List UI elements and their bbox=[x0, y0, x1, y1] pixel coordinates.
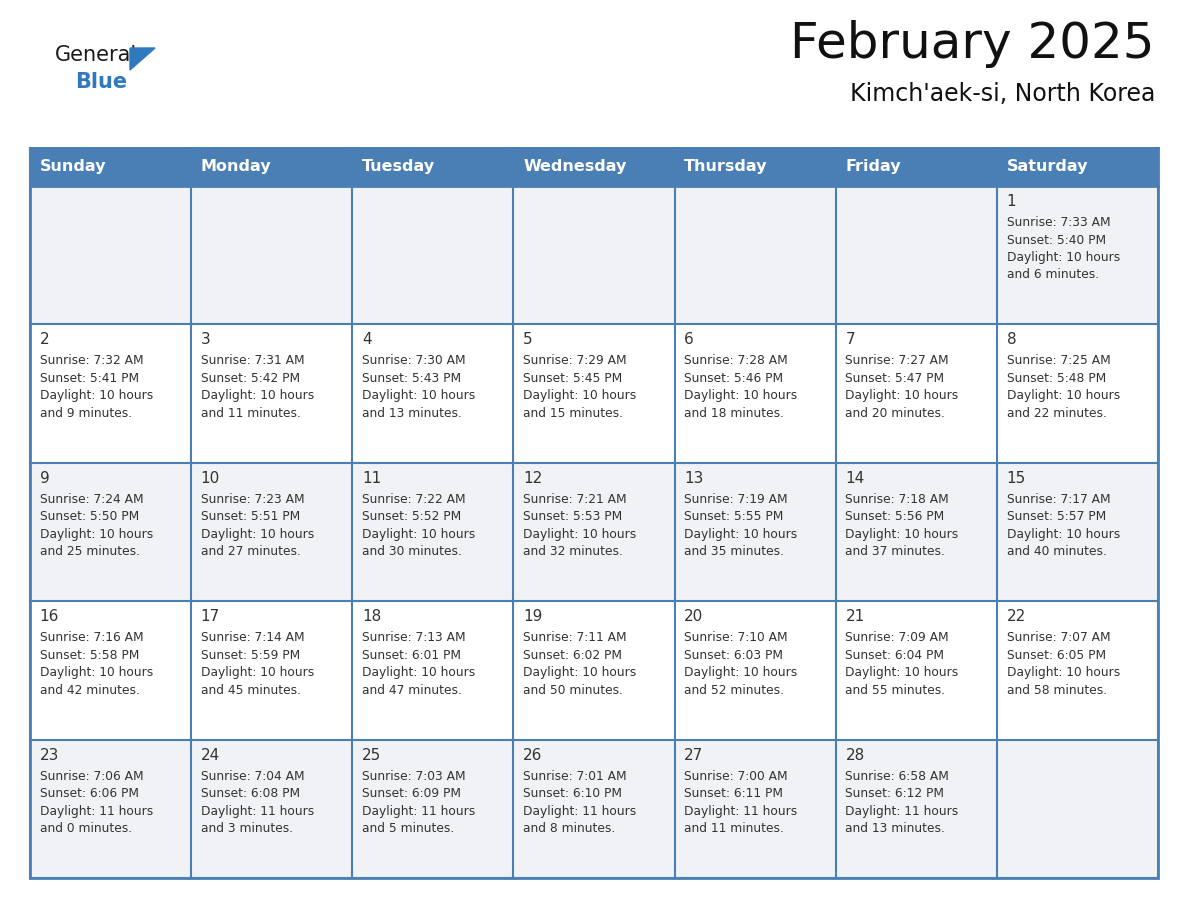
Text: Tuesday: Tuesday bbox=[362, 160, 435, 174]
Text: Wednesday: Wednesday bbox=[523, 160, 626, 174]
Text: 18: 18 bbox=[362, 610, 381, 624]
Text: 9: 9 bbox=[39, 471, 50, 486]
Text: Sunrise: 7:25 AM
Sunset: 5:48 PM
Daylight: 10 hours
and 22 minutes.: Sunrise: 7:25 AM Sunset: 5:48 PM Dayligh… bbox=[1006, 354, 1120, 420]
Text: 7: 7 bbox=[846, 332, 855, 347]
Text: Sunrise: 7:04 AM
Sunset: 6:08 PM
Daylight: 11 hours
and 3 minutes.: Sunrise: 7:04 AM Sunset: 6:08 PM Dayligh… bbox=[201, 769, 314, 835]
Text: 5: 5 bbox=[523, 332, 532, 347]
Text: 8: 8 bbox=[1006, 332, 1016, 347]
Text: 2: 2 bbox=[39, 332, 49, 347]
Text: Sunrise: 7:09 AM
Sunset: 6:04 PM
Daylight: 10 hours
and 55 minutes.: Sunrise: 7:09 AM Sunset: 6:04 PM Dayligh… bbox=[846, 632, 959, 697]
Text: Friday: Friday bbox=[846, 160, 901, 174]
Polygon shape bbox=[129, 48, 154, 70]
Bar bbox=[30, 601, 1158, 740]
Text: 17: 17 bbox=[201, 610, 220, 624]
Text: Sunrise: 7:31 AM
Sunset: 5:42 PM
Daylight: 10 hours
and 11 minutes.: Sunrise: 7:31 AM Sunset: 5:42 PM Dayligh… bbox=[201, 354, 314, 420]
Text: Sunrise: 7:23 AM
Sunset: 5:51 PM
Daylight: 10 hours
and 27 minutes.: Sunrise: 7:23 AM Sunset: 5:51 PM Dayligh… bbox=[201, 493, 314, 558]
Bar bbox=[30, 324, 1158, 463]
Text: Sunrise: 7:06 AM
Sunset: 6:06 PM
Daylight: 11 hours
and 0 minutes.: Sunrise: 7:06 AM Sunset: 6:06 PM Dayligh… bbox=[39, 769, 153, 835]
Text: 20: 20 bbox=[684, 610, 703, 624]
Text: Sunrise: 7:22 AM
Sunset: 5:52 PM
Daylight: 10 hours
and 30 minutes.: Sunrise: 7:22 AM Sunset: 5:52 PM Dayligh… bbox=[362, 493, 475, 558]
Text: Sunrise: 7:03 AM
Sunset: 6:09 PM
Daylight: 11 hours
and 5 minutes.: Sunrise: 7:03 AM Sunset: 6:09 PM Dayligh… bbox=[362, 769, 475, 835]
Text: General: General bbox=[55, 45, 138, 65]
Text: 13: 13 bbox=[684, 471, 703, 486]
Text: Kimch'aek-si, North Korea: Kimch'aek-si, North Korea bbox=[849, 82, 1155, 106]
Text: 4: 4 bbox=[362, 332, 372, 347]
Text: Sunrise: 7:17 AM
Sunset: 5:57 PM
Daylight: 10 hours
and 40 minutes.: Sunrise: 7:17 AM Sunset: 5:57 PM Dayligh… bbox=[1006, 493, 1120, 558]
Text: 21: 21 bbox=[846, 610, 865, 624]
Text: Sunrise: 7:29 AM
Sunset: 5:45 PM
Daylight: 10 hours
and 15 minutes.: Sunrise: 7:29 AM Sunset: 5:45 PM Dayligh… bbox=[523, 354, 637, 420]
Text: 16: 16 bbox=[39, 610, 59, 624]
Text: Sunrise: 7:13 AM
Sunset: 6:01 PM
Daylight: 10 hours
and 47 minutes.: Sunrise: 7:13 AM Sunset: 6:01 PM Dayligh… bbox=[362, 632, 475, 697]
Text: February 2025: February 2025 bbox=[790, 20, 1155, 68]
Text: 14: 14 bbox=[846, 471, 865, 486]
Text: Sunday: Sunday bbox=[39, 160, 106, 174]
Text: 15: 15 bbox=[1006, 471, 1025, 486]
Text: 12: 12 bbox=[523, 471, 543, 486]
Bar bbox=[30, 148, 1158, 186]
Text: 23: 23 bbox=[39, 747, 59, 763]
Text: Sunrise: 7:10 AM
Sunset: 6:03 PM
Daylight: 10 hours
and 52 minutes.: Sunrise: 7:10 AM Sunset: 6:03 PM Dayligh… bbox=[684, 632, 797, 697]
Text: 27: 27 bbox=[684, 747, 703, 763]
Text: 19: 19 bbox=[523, 610, 543, 624]
Bar bbox=[30, 740, 1158, 878]
Text: Thursday: Thursday bbox=[684, 160, 767, 174]
Text: Sunrise: 7:14 AM
Sunset: 5:59 PM
Daylight: 10 hours
and 45 minutes.: Sunrise: 7:14 AM Sunset: 5:59 PM Dayligh… bbox=[201, 632, 314, 697]
Text: Blue: Blue bbox=[75, 72, 127, 92]
Text: 28: 28 bbox=[846, 747, 865, 763]
Text: Sunrise: 7:18 AM
Sunset: 5:56 PM
Daylight: 10 hours
and 37 minutes.: Sunrise: 7:18 AM Sunset: 5:56 PM Dayligh… bbox=[846, 493, 959, 558]
Text: Sunrise: 7:28 AM
Sunset: 5:46 PM
Daylight: 10 hours
and 18 minutes.: Sunrise: 7:28 AM Sunset: 5:46 PM Dayligh… bbox=[684, 354, 797, 420]
Text: Sunrise: 6:58 AM
Sunset: 6:12 PM
Daylight: 11 hours
and 13 minutes.: Sunrise: 6:58 AM Sunset: 6:12 PM Dayligh… bbox=[846, 769, 959, 835]
Text: Sunrise: 7:01 AM
Sunset: 6:10 PM
Daylight: 11 hours
and 8 minutes.: Sunrise: 7:01 AM Sunset: 6:10 PM Dayligh… bbox=[523, 769, 637, 835]
Text: 11: 11 bbox=[362, 471, 381, 486]
Bar bbox=[30, 148, 1158, 878]
Text: Sunrise: 7:33 AM
Sunset: 5:40 PM
Daylight: 10 hours
and 6 minutes.: Sunrise: 7:33 AM Sunset: 5:40 PM Dayligh… bbox=[1006, 216, 1120, 282]
Text: Sunrise: 7:16 AM
Sunset: 5:58 PM
Daylight: 10 hours
and 42 minutes.: Sunrise: 7:16 AM Sunset: 5:58 PM Dayligh… bbox=[39, 632, 153, 697]
Text: Monday: Monday bbox=[201, 160, 271, 174]
Text: Sunrise: 7:21 AM
Sunset: 5:53 PM
Daylight: 10 hours
and 32 minutes.: Sunrise: 7:21 AM Sunset: 5:53 PM Dayligh… bbox=[523, 493, 637, 558]
Text: Sunrise: 7:24 AM
Sunset: 5:50 PM
Daylight: 10 hours
and 25 minutes.: Sunrise: 7:24 AM Sunset: 5:50 PM Dayligh… bbox=[39, 493, 153, 558]
Text: 1: 1 bbox=[1006, 194, 1016, 209]
Text: 25: 25 bbox=[362, 747, 381, 763]
Text: Sunrise: 7:32 AM
Sunset: 5:41 PM
Daylight: 10 hours
and 9 minutes.: Sunrise: 7:32 AM Sunset: 5:41 PM Dayligh… bbox=[39, 354, 153, 420]
Text: 6: 6 bbox=[684, 332, 694, 347]
Text: 10: 10 bbox=[201, 471, 220, 486]
Bar bbox=[30, 186, 1158, 324]
Text: Sunrise: 7:27 AM
Sunset: 5:47 PM
Daylight: 10 hours
and 20 minutes.: Sunrise: 7:27 AM Sunset: 5:47 PM Dayligh… bbox=[846, 354, 959, 420]
Text: Sunrise: 7:00 AM
Sunset: 6:11 PM
Daylight: 11 hours
and 11 minutes.: Sunrise: 7:00 AM Sunset: 6:11 PM Dayligh… bbox=[684, 769, 797, 835]
Text: 3: 3 bbox=[201, 332, 210, 347]
Text: Sunrise: 7:11 AM
Sunset: 6:02 PM
Daylight: 10 hours
and 50 minutes.: Sunrise: 7:11 AM Sunset: 6:02 PM Dayligh… bbox=[523, 632, 637, 697]
Text: Sunrise: 7:19 AM
Sunset: 5:55 PM
Daylight: 10 hours
and 35 minutes.: Sunrise: 7:19 AM Sunset: 5:55 PM Dayligh… bbox=[684, 493, 797, 558]
Text: 22: 22 bbox=[1006, 610, 1025, 624]
Text: Sunrise: 7:07 AM
Sunset: 6:05 PM
Daylight: 10 hours
and 58 minutes.: Sunrise: 7:07 AM Sunset: 6:05 PM Dayligh… bbox=[1006, 632, 1120, 697]
Text: Saturday: Saturday bbox=[1006, 160, 1088, 174]
Bar bbox=[30, 463, 1158, 601]
Text: 26: 26 bbox=[523, 747, 543, 763]
Text: 24: 24 bbox=[201, 747, 220, 763]
Text: Sunrise: 7:30 AM
Sunset: 5:43 PM
Daylight: 10 hours
and 13 minutes.: Sunrise: 7:30 AM Sunset: 5:43 PM Dayligh… bbox=[362, 354, 475, 420]
